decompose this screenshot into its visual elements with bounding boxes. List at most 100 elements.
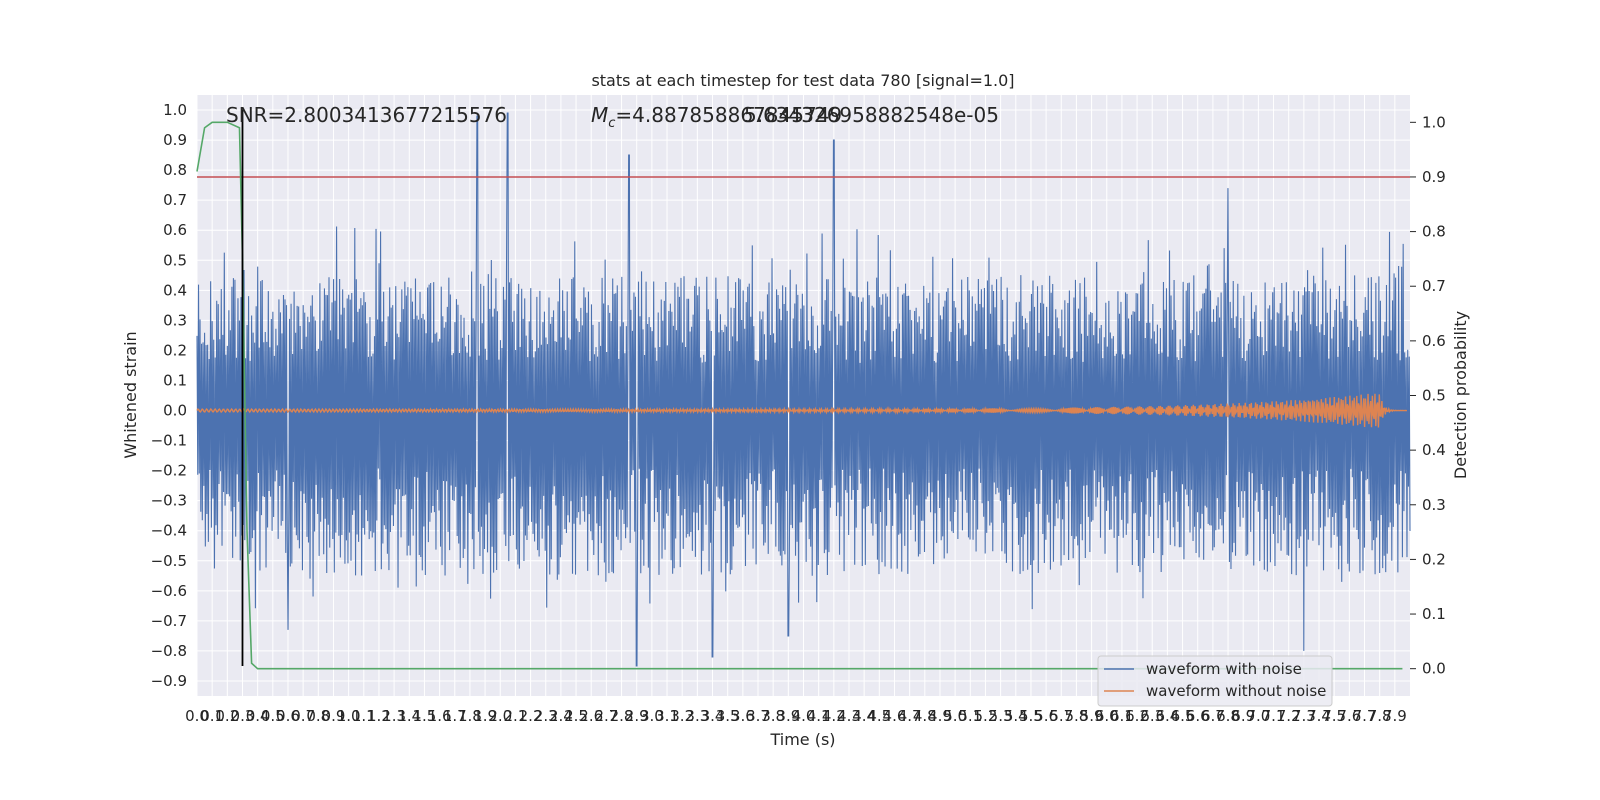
x-tick-label: 1.5 — [413, 707, 437, 725]
x-tick-label: 0.3 — [231, 707, 255, 725]
x-tick-label: 7.5 — [1322, 707, 1346, 725]
y-right-tick-label: 0.0 — [1422, 660, 1446, 678]
x-tick-label: 0.4 — [246, 707, 270, 725]
x-tick-label: 7.8 — [1368, 707, 1392, 725]
x-tick-label: 7.2 — [1277, 707, 1301, 725]
x-tick-label: 3.5 — [716, 707, 740, 725]
x-tick-label: 1.1 — [352, 707, 376, 725]
x-tick-label: 2.3 — [534, 707, 558, 725]
x-tick-label: 2.5 — [564, 707, 588, 725]
x-tick-label: 7.3 — [1292, 707, 1316, 725]
chirp-mass-symbol: M — [591, 103, 608, 127]
x-tick-label: 4.1 — [807, 707, 831, 725]
x-tick-label: 7.4 — [1307, 707, 1331, 725]
series-group — [196, 110, 1411, 670]
y-right-tick-label: 0.4 — [1422, 441, 1446, 459]
x-tick-label: 5.7 — [1049, 707, 1073, 725]
x-tick-label: 6.1 — [1110, 707, 1134, 725]
legend-label-waveform-with-noise: waveform with noise — [1146, 660, 1302, 678]
x-tick-label: 0.6 — [276, 707, 300, 725]
y-left-tick-label: 0.0 — [163, 402, 187, 420]
y-right-tick-label: 0.1 — [1422, 605, 1446, 623]
y-right-tick-label: 1.0 — [1422, 113, 1446, 131]
x-tick-label: 4.7 — [898, 707, 922, 725]
y-left-tick-label: 0.3 — [163, 311, 187, 329]
x-tick-label: 3.6 — [731, 707, 755, 725]
y-left-tick-label: 0.4 — [163, 281, 187, 299]
x-tick-label: 2.6 — [579, 707, 603, 725]
y-left-tick-label: −0.1 — [151, 432, 187, 450]
x-tick-label: 4.2 — [822, 707, 846, 725]
y-left-tick-label: −0.9 — [151, 672, 187, 690]
x-tick-label: 2.1 — [503, 707, 527, 725]
x-tick-label: 7.6 — [1337, 707, 1361, 725]
x-tick-label: 0.7 — [291, 707, 315, 725]
y-left-tick-label: −0.8 — [151, 642, 187, 660]
x-tick-label: 3.0 — [640, 707, 664, 725]
y-left-tick-label: 0.6 — [163, 221, 187, 239]
x-tick-label: 6.2 — [1125, 707, 1149, 725]
y-left-tick-label: 0.5 — [163, 251, 187, 269]
y-left-tick-label: 0.2 — [163, 341, 187, 359]
x-tick-label: 5.4 — [1004, 707, 1028, 725]
y-left-tick-label: 0.9 — [163, 131, 187, 149]
y-right-tick-label: 0.7 — [1422, 277, 1446, 295]
series-waveform-without-noise — [196, 393, 1407, 428]
y-right-tick-label: 0.3 — [1422, 496, 1446, 514]
x-tick-label: 4.5 — [867, 707, 891, 725]
y-left-tick-label: −0.2 — [151, 462, 187, 480]
x-tick-label: 7.9 — [1383, 707, 1407, 725]
chirp-mass-annotation: Mc=4.887858867845749 — [591, 103, 842, 131]
x-axis-label: Time (s) — [769, 730, 835, 749]
y-left-tick-label: 0.1 — [163, 371, 187, 389]
x-tick-label: 4.9 — [928, 707, 952, 725]
x-tick-label: 1.4 — [397, 707, 421, 725]
x-tick-label: 1.3 — [382, 707, 406, 725]
x-tick-label: 5.0 — [943, 707, 967, 725]
y-right-tick-label: 0.9 — [1422, 168, 1446, 186]
y-left-tick-label: 1.0 — [163, 101, 187, 119]
y-left-tick-label: −0.4 — [151, 522, 187, 540]
snr-annotation: SNR=2.8003413677215576 — [226, 103, 507, 127]
y-left-tick-label: −0.5 — [151, 552, 187, 570]
x-tick-label: 6.0 — [1095, 707, 1119, 725]
chirp-mass-subscript: c — [608, 116, 615, 131]
x-tick-label: 1.7 — [443, 707, 467, 725]
x-tick-label: 4.4 — [852, 707, 876, 725]
series-waveform-with-noise — [196, 112, 1411, 667]
x-tick-label: 7.7 — [1353, 707, 1377, 725]
y-left-tick-label: −0.3 — [151, 492, 187, 510]
x-tick-label: 3.1 — [655, 707, 679, 725]
x-tick-label: 1.2 — [367, 707, 391, 725]
x-tick-label: 5.1 — [958, 707, 982, 725]
x-tick-label: 3.9 — [776, 707, 800, 725]
x-tick-label: 1.6 — [428, 707, 452, 725]
legend-label-waveform-without-noise: waveform without noise — [1146, 682, 1326, 700]
x-tick-label: 5.3 — [989, 707, 1013, 725]
x-tick-label: 2.8 — [610, 707, 634, 725]
chirp-mass-value: =4.887858867845749 — [615, 103, 842, 127]
x-tick-label: 2.7 — [594, 707, 618, 725]
y-left-tick-label: −0.6 — [151, 582, 187, 600]
x-tick-label: 0.1 — [200, 707, 224, 725]
x-tick-label: 5.9 — [1080, 707, 1104, 725]
x-tick-label: 6.9 — [1231, 707, 1255, 725]
y-right-tick-label: 0.8 — [1422, 223, 1446, 241]
x-tick-label: 4.8 — [913, 707, 937, 725]
x-tick-label: 3.8 — [761, 707, 785, 725]
x-tick-label: 6.6 — [1186, 707, 1210, 725]
x-tick-label: 3.3 — [685, 707, 709, 725]
x-tick-label: 1.8 — [458, 707, 482, 725]
y-left-tick-label: 0.7 — [163, 191, 187, 209]
x-tick-label: 1.0 — [337, 707, 361, 725]
x-tick-label: 6.8 — [1216, 707, 1240, 725]
x-tick-label: 7.1 — [1262, 707, 1286, 725]
x-tick-label: 5.2 — [974, 707, 998, 725]
y-axis-label-right: Detection probability — [1451, 311, 1470, 479]
y-left-tick-label: 0.8 — [163, 161, 187, 179]
x-tick-label: 2.0 — [488, 707, 512, 725]
y-right-tick-label: 0.6 — [1422, 332, 1446, 350]
x-tick-label: 3.7 — [746, 707, 770, 725]
x-tick-label: 6.3 — [1140, 707, 1164, 725]
x-tick-label: 2.4 — [549, 707, 573, 725]
